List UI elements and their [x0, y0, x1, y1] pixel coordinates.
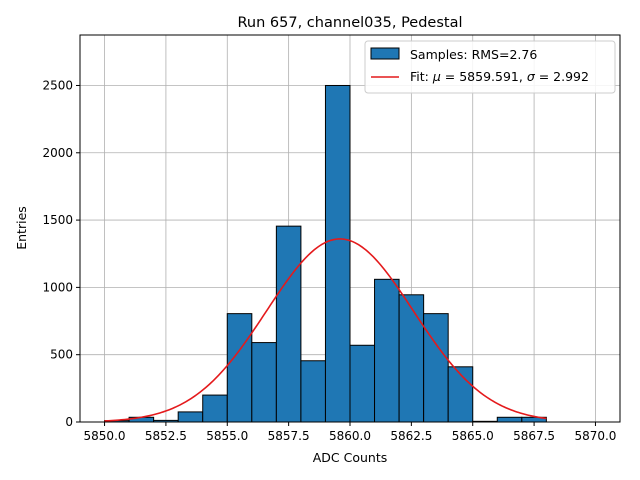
y-axis-ticks: 0 500 1000 1500 2000 2500 [42, 78, 80, 429]
legend-samples-patch [370, 47, 400, 60]
x-tick-label: 5870.0 [574, 429, 616, 443]
legend-fit-sigma-symbol: σ [527, 69, 536, 84]
histogram-bar [226, 313, 253, 423]
gaussian-fit-line [104, 238, 547, 422]
x-tick-label: 5855.0 [206, 429, 248, 443]
histogram-bar [275, 225, 302, 423]
y-tick-label: 1500 [42, 213, 73, 227]
x-tick-label: 5850.0 [84, 429, 126, 443]
y-tick-label: 0 [65, 415, 73, 429]
x-tick-label: 5862.5 [390, 429, 432, 443]
legend-samples-label: Samples: RMS=2.76 [410, 47, 537, 62]
legend: Samples: RMS=2.76 Fit: μ = 5859.591, σ =… [364, 40, 616, 94]
histogram-bar [324, 84, 351, 423]
histogram-bar [349, 344, 376, 423]
histogram-bar [300, 360, 326, 423]
legend-fit-prefix: Fit: [410, 69, 433, 84]
legend-fit-mu-symbol: μ [432, 69, 441, 84]
y-axis-label: Entries [14, 206, 29, 250]
histogram-bar [177, 411, 204, 423]
y-tick-label: 2500 [42, 78, 73, 92]
histogram-bar [398, 294, 425, 423]
y-tick-label: 2000 [42, 146, 73, 160]
x-axis-ticks: 5850.0 5852.5 5855.0 5857.5 5860.0 5862.5 5865… [84, 422, 616, 443]
x-tick-label: 5860.0 [329, 429, 371, 443]
x-axis-label: ADC Counts [313, 450, 388, 465]
legend-fit-sigma-value: = 2.992 [535, 69, 589, 84]
legend-box [364, 40, 616, 94]
x-tick-label: 5852.5 [145, 429, 187, 443]
y-tick-label: 1000 [42, 280, 73, 294]
fit-curve-layer [104, 238, 547, 422]
chart-title: Run 657, channel035, Pedestal [237, 15, 462, 31]
histogram-bars [104, 84, 547, 423]
histogram-bar [423, 313, 449, 423]
histogram-bar [496, 416, 523, 423]
x-tick-label: 5857.5 [268, 429, 310, 443]
legend-fit-label: Fit: μ = 5859.591, σ = 2.992 [410, 69, 589, 84]
histogram-bar [251, 342, 277, 423]
histogram-bar [374, 278, 400, 423]
x-tick-label: 5865.0 [452, 429, 494, 443]
y-tick-label: 500 [50, 348, 73, 362]
histogram-bar [202, 394, 228, 423]
x-tick-label: 5867.5 [513, 429, 555, 443]
legend-fit-mu-value: = 5859.591, [441, 69, 527, 84]
